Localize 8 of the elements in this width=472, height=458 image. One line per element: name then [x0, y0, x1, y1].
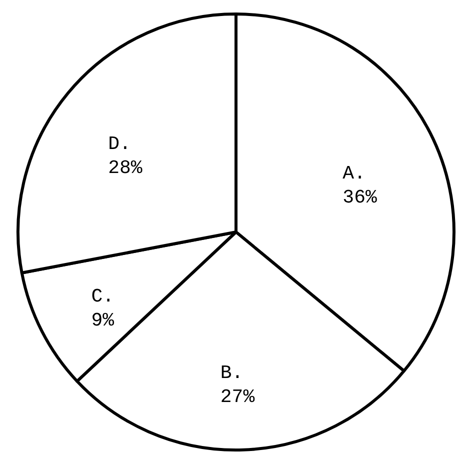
slice-label: C.: [91, 286, 114, 308]
data-label: 27%: [220, 386, 256, 408]
data-label: 36%: [342, 186, 378, 208]
slice-label: D.: [108, 132, 131, 155]
data-label: 28%: [108, 156, 143, 179]
slice-label: A.: [342, 162, 366, 184]
slice-label: B.: [220, 362, 244, 384]
data-label: 9%: [91, 310, 115, 332]
